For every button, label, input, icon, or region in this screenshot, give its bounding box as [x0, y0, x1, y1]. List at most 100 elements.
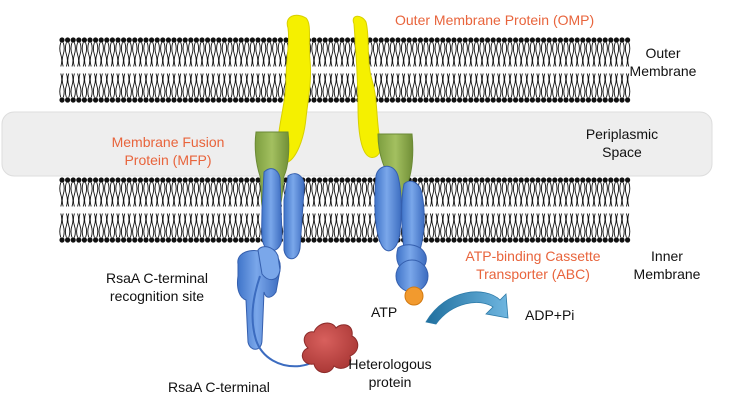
- lipid-tail: [272, 73, 276, 98]
- lipid-tail: [468, 182, 472, 207]
- lipid-head: [149, 237, 155, 243]
- lipid-tail: [238, 213, 242, 238]
- lipid-head: [328, 237, 334, 243]
- adp-label: ADP+Pi: [525, 307, 575, 323]
- lipid-head: [322, 37, 328, 43]
- lipid-head: [395, 97, 401, 103]
- lipid-tail: [529, 42, 533, 67]
- lipid-tail: [585, 213, 589, 238]
- mfp-label-line1: Membrane Fusion: [111, 134, 225, 150]
- lipid-head: [535, 177, 541, 183]
- lipid-tail: [268, 42, 272, 67]
- lipid-tail: [249, 42, 253, 67]
- lipid-tail: [64, 182, 68, 207]
- lipid-head: [137, 97, 143, 103]
- lipid-tail: [137, 42, 141, 67]
- lipid-tail: [193, 42, 197, 67]
- lipid-tail: [179, 182, 183, 207]
- lipid-head: [160, 237, 166, 243]
- lipid-tail: [240, 213, 244, 238]
- lipid-tail: [207, 73, 211, 98]
- lipid-tail: [456, 182, 460, 207]
- lipid-tail: [87, 182, 91, 207]
- lipid-tail: [168, 213, 172, 238]
- lipid-tail: [456, 42, 460, 67]
- lipid-tail: [361, 213, 365, 238]
- lipid-head: [261, 37, 267, 43]
- abc-left-lower2-icon: [257, 246, 281, 280]
- lipid-head: [143, 37, 149, 43]
- lipid-head: [434, 97, 440, 103]
- lipid-head: [65, 177, 71, 183]
- lipid-tail: [120, 42, 124, 67]
- lipid-tail: [311, 42, 315, 67]
- lipid-tail: [563, 73, 567, 98]
- lipid-tail: [341, 42, 345, 67]
- lipid-tail: [610, 213, 614, 238]
- lipid-tail: [330, 42, 334, 67]
- lipid-tail: [204, 182, 208, 207]
- lipid-tail: [574, 213, 578, 238]
- lipid-tail: [72, 182, 76, 207]
- lipid-head: [350, 237, 356, 243]
- lipid-tail: [255, 73, 259, 98]
- lipid-head: [535, 97, 541, 103]
- lipid-tail: [501, 182, 505, 207]
- lipid-head: [496, 37, 502, 43]
- lipid-head: [227, 97, 233, 103]
- lipid-tail: [140, 182, 144, 207]
- lipid-tail: [453, 42, 457, 67]
- lipid-head: [59, 237, 65, 243]
- lipid-head: [557, 177, 564, 183]
- lipid-tail: [328, 42, 332, 67]
- lipid-head: [367, 237, 373, 243]
- lipid-head: [434, 237, 440, 243]
- lipid-tail: [624, 42, 628, 67]
- lipid-tail: [400, 73, 404, 98]
- heterologous-label-line2: protein: [368, 374, 412, 390]
- lipid-tail: [476, 182, 480, 207]
- lipid-tail: [165, 73, 169, 98]
- lipid-tail: [305, 182, 309, 207]
- lipid-tail: [59, 182, 63, 207]
- lipid-tail: [344, 42, 348, 67]
- lipid-tail: [554, 42, 558, 67]
- lipid-tail: [487, 213, 491, 238]
- lipid-head: [177, 37, 183, 43]
- lipid-tail: [599, 182, 603, 207]
- lipid-tail: [81, 182, 85, 207]
- lipid-tail: [414, 73, 418, 98]
- lipid-head: [333, 237, 339, 243]
- lipid-head: [434, 37, 440, 43]
- lipid-tail: [602, 42, 606, 67]
- lipid-tail: [532, 42, 536, 67]
- lipid-tail: [76, 73, 80, 98]
- lipid-tail: [72, 213, 76, 238]
- abc-right-upper-icon: [374, 165, 402, 252]
- lipid-tail: [201, 182, 205, 207]
- lipid-tail: [235, 73, 239, 98]
- lipid-tail: [115, 213, 119, 238]
- lipid-head: [317, 97, 323, 103]
- lipid-tail: [621, 182, 625, 207]
- lipid-head: [440, 177, 446, 183]
- lipid-head: [249, 37, 255, 43]
- lipid-tail: [431, 73, 435, 98]
- lipid-tail: [591, 213, 595, 238]
- lipid-tail: [201, 42, 205, 67]
- lipid-tail: [249, 182, 253, 207]
- lipid-head: [339, 37, 345, 43]
- inner-membrane-bilayer: [59, 177, 631, 243]
- lipid-head: [529, 37, 536, 43]
- lipid-tail: [535, 73, 539, 98]
- lipid-head: [193, 37, 199, 43]
- lipid-tail: [330, 182, 334, 207]
- lipid-head: [445, 237, 451, 243]
- lipid-head: [580, 237, 586, 243]
- lipid-tail: [257, 42, 261, 67]
- lipid-tail: [78, 213, 82, 238]
- lipid-tail: [436, 73, 440, 98]
- lipid-head: [132, 37, 138, 43]
- lipid-tail: [316, 182, 320, 207]
- lipid-tail: [604, 182, 608, 207]
